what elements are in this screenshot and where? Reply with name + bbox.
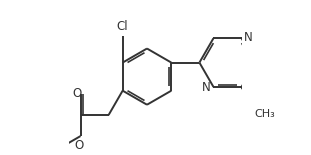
Text: Cl: Cl <box>117 20 128 33</box>
Text: N: N <box>244 31 253 44</box>
Text: O: O <box>72 87 81 100</box>
Text: O: O <box>75 139 84 152</box>
Text: N: N <box>202 81 211 94</box>
Text: CH₃: CH₃ <box>254 109 275 119</box>
